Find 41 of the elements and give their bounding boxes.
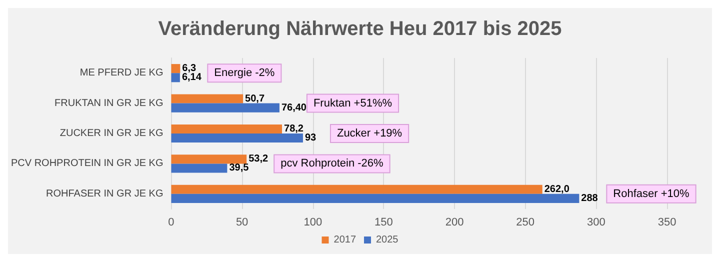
data-label: 76,40 xyxy=(281,102,307,114)
x-tick-label: 0 xyxy=(168,216,174,228)
bar xyxy=(171,134,303,143)
data-label: 78,2 xyxy=(284,123,304,134)
legend-label: 2017 xyxy=(334,234,356,246)
x-tick-label: 50 xyxy=(236,216,248,228)
data-label: 6,3 xyxy=(182,63,197,74)
x-tick-label: 150 xyxy=(374,216,393,228)
y-tick-label: ME PFERD JE KG xyxy=(80,68,164,79)
y-tick-label: PCV ROHPROTEIN IN GR JE KG xyxy=(10,158,164,170)
bar xyxy=(171,164,228,173)
y-tick-label: FRUKTAN IN GR JE KG xyxy=(54,98,164,109)
data-label: 53,2 xyxy=(248,154,268,165)
x-tick-label: 250 xyxy=(516,216,535,228)
legend-label: 2025 xyxy=(376,234,399,246)
bar xyxy=(171,124,282,134)
bar xyxy=(171,184,542,194)
bar xyxy=(171,64,180,74)
annotation: pcv Rohprotein -26% xyxy=(280,158,384,170)
x-tick-label: 350 xyxy=(658,216,676,228)
annotation: Zucker +19% xyxy=(336,128,402,140)
bar xyxy=(171,73,180,82)
annotation: Energie -2% xyxy=(214,67,275,80)
data-label: 93 xyxy=(304,132,317,144)
annotation: Fruktan +51%% xyxy=(313,97,392,110)
x-tick-label: 300 xyxy=(587,216,606,228)
x-tick-label: 200 xyxy=(445,216,464,228)
data-label: 288 xyxy=(581,192,598,204)
bar xyxy=(171,94,244,104)
y-tick-label: ZUCKER IN GR JE KG xyxy=(60,128,164,139)
bar xyxy=(171,103,280,112)
x-tick-label: 100 xyxy=(304,216,322,228)
bar xyxy=(171,154,247,164)
bar xyxy=(171,194,580,203)
annotation: Rohfaser +10% xyxy=(613,188,690,200)
y-tick-label: ROHFASER IN GR JE KG xyxy=(46,188,164,200)
data-label: 6,14 xyxy=(182,72,202,84)
data-label: 50,7 xyxy=(245,93,265,104)
data-label: 262,0 xyxy=(544,184,570,195)
chart-title: Veränderung Nährwerte Heu 2017 bis 2025 xyxy=(158,18,562,40)
data-label: 39,5 xyxy=(229,162,250,174)
